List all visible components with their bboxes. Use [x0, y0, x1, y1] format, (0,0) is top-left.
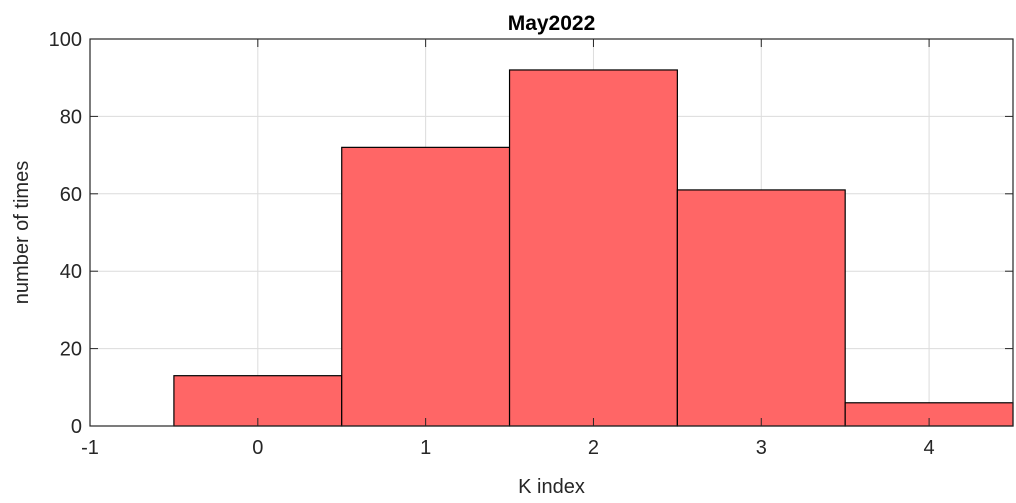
y-tick-label: 20 — [60, 339, 82, 361]
y-tick-label: 0 — [71, 416, 82, 438]
bar-k-1 — [341, 146, 511, 427]
x-tick-label: -1 — [81, 437, 99, 459]
bar-k-3 — [676, 189, 846, 427]
chart-title: May2022 — [508, 12, 596, 35]
y-tick-label: 40 — [60, 261, 82, 283]
y-axis-label: number of times — [11, 161, 33, 304]
x-tick-label: 0 — [252, 437, 263, 459]
x-axis-label: K index — [518, 476, 585, 498]
plot-frame — [89, 38, 1014, 427]
x-tick-label: 4 — [924, 437, 935, 459]
bars — [173, 69, 1014, 427]
x-tick-label: 3 — [756, 437, 767, 459]
y-tick-label: 100 — [49, 29, 82, 51]
bar-k-2 — [508, 69, 678, 427]
x-tick-label: 2 — [588, 437, 599, 459]
x-axis-ticks: -1 0 1 2 3 4 — [81, 39, 935, 459]
y-tick-label: 60 — [60, 184, 82, 206]
x-tick-label: 1 — [420, 437, 431, 459]
y-axis-ticks: 0 20 40 60 80 100 — [49, 29, 1013, 438]
y-tick-label: 80 — [60, 106, 82, 128]
bar-k-0 — [173, 375, 343, 427]
